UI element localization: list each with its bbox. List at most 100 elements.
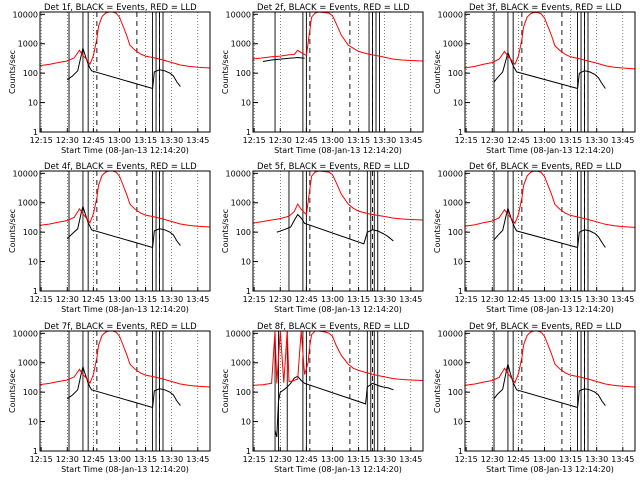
x-tick-label: 12:15	[243, 136, 266, 145]
series-line-lld	[464, 330, 636, 388]
y-tick-label: 100	[23, 388, 38, 397]
y-tick-label: 10000	[13, 10, 38, 19]
x-tick-label: 12:30	[269, 136, 292, 145]
detector-plot-1: 1 10 100 1000 10000 12:15 12:30 12:45 13:00 13:15…	[8, 3, 211, 155]
y-tick-label: 1000	[443, 199, 463, 208]
x-tick-label: 13:15	[559, 455, 582, 464]
y-tick-label: 10000	[13, 329, 38, 338]
x-tick-label: 13:30	[585, 136, 608, 145]
y-tick-label: 10	[241, 99, 251, 108]
x-tick-label: 13:15	[347, 455, 370, 464]
y-tick-label: 10000	[226, 10, 251, 19]
plot-title: Det 8f, BLACK = Events, RED = LLD	[257, 322, 410, 332]
y-tick-label: 1	[246, 447, 251, 456]
detector-plot-6: 1 10 100 1000 10000 12:15 12:30 12:45 13:00 13:15…	[433, 162, 636, 314]
x-tick-label: 13:15	[347, 295, 370, 304]
y-tick-label: 1	[458, 447, 463, 456]
x-tick-label: 13:45	[399, 455, 422, 464]
x-tick-label: 12:45	[82, 136, 105, 145]
y-tick-label: 10000	[438, 10, 463, 19]
x-tick-label: 13:30	[373, 455, 396, 464]
y-tick-label: 1000	[18, 359, 38, 368]
series-line-events	[66, 204, 181, 249]
y-axis-label: Counts/sec	[8, 209, 17, 253]
y-tick-label: 1	[246, 287, 251, 296]
y-tick-label: 1000	[231, 199, 251, 208]
y-tick-label: 100	[23, 69, 38, 78]
detector-plot-9: 1 10 100 1000 10000 12:15 12:30 12:45 13:00 13:15…	[433, 322, 636, 474]
y-axis-label: Counts/sec	[433, 369, 442, 413]
y-tick-label: 100	[448, 228, 463, 237]
x-axis-label: Start Time (08-Jan-13 12:14:20)	[274, 146, 402, 155]
x-tick-label: 13:45	[186, 136, 209, 145]
y-tick-label: 1	[33, 128, 38, 137]
plot-title: Det 5f, BLACK = Events, RED = LLD	[257, 162, 410, 172]
x-axis-label: Start Time (08-Jan-13 12:14:20)	[274, 305, 402, 314]
x-tick-label: 13:00	[108, 136, 131, 145]
x-tick-label: 12:30	[269, 455, 292, 464]
plot-frame	[252, 170, 424, 292]
y-tick-label: 100	[23, 228, 38, 237]
y-tick-label: 10	[453, 99, 463, 108]
y-tick-label: 10000	[438, 169, 463, 178]
x-tick-label: 12:30	[269, 295, 292, 304]
x-tick-label: 13:30	[160, 455, 183, 464]
y-tick-label: 1	[33, 447, 38, 456]
x-tick-label: 12:15	[455, 136, 478, 145]
plot-frame	[464, 11, 636, 133]
y-tick-label: 1000	[18, 199, 38, 208]
x-tick-label: 13:15	[347, 136, 370, 145]
y-tick-label: 1000	[231, 359, 251, 368]
x-tick-label: 13:45	[186, 295, 209, 304]
series-line-lld	[252, 330, 424, 386]
series-line-events	[493, 206, 606, 249]
y-tick-label: 10	[241, 418, 251, 427]
y-tick-label: 10	[28, 258, 38, 267]
series-line-events	[274, 375, 394, 438]
plot-title: Det 2f, BLACK = Events, RED = LLD	[257, 3, 410, 13]
plot-title: Det 7f, BLACK = Events, RED = LLD	[44, 322, 197, 332]
y-tick-label: 10	[28, 418, 38, 427]
series-line-events	[493, 363, 606, 409]
x-tick-label: 13:00	[321, 295, 344, 304]
series-line-lld	[252, 11, 424, 62]
x-tick-label: 12:30	[56, 455, 79, 464]
x-tick-label: 12:15	[243, 295, 266, 304]
x-tick-label: 12:30	[481, 136, 504, 145]
plot-title: Det 6f, BLACK = Events, RED = LLD	[469, 162, 622, 172]
x-axis-label: Start Time (08-Jan-13 12:14:20)	[486, 465, 614, 474]
y-tick-label: 10	[453, 418, 463, 427]
x-tick-label: 12:45	[507, 295, 530, 304]
x-tick-label: 13:30	[160, 136, 183, 145]
x-tick-label: 13:45	[611, 136, 634, 145]
x-tick-label: 12:30	[56, 295, 79, 304]
x-tick-label: 12:15	[455, 295, 478, 304]
x-tick-label: 13:30	[585, 455, 608, 464]
x-tick-label: 13:45	[611, 455, 634, 464]
x-tick-label: 13:45	[399, 136, 422, 145]
y-tick-label: 1	[458, 128, 463, 137]
x-tick-label: 13:00	[108, 455, 131, 464]
x-tick-label: 12:15	[30, 295, 53, 304]
y-axis-label: Counts/sec	[8, 50, 17, 94]
y-axis-label: Counts/sec	[433, 50, 442, 94]
plot-frame	[464, 170, 636, 292]
y-tick-label: 1000	[443, 40, 463, 49]
series-line-lld	[252, 170, 424, 224]
x-axis-label: Start Time (08-Jan-13 12:14:20)	[486, 305, 614, 314]
x-tick-label: 13:15	[559, 295, 582, 304]
x-axis-label: Start Time (08-Jan-13 12:14:20)	[274, 465, 402, 474]
series-line-lld	[39, 330, 211, 388]
x-tick-label: 13:45	[399, 295, 422, 304]
x-tick-label: 12:30	[56, 136, 79, 145]
x-axis-label: Start Time (08-Jan-13 12:14:20)	[61, 305, 189, 314]
x-tick-label: 12:30	[481, 295, 504, 304]
series-line-events	[262, 56, 305, 62]
y-tick-label: 10000	[13, 169, 38, 178]
y-tick-label: 100	[236, 69, 251, 78]
y-tick-label: 1000	[231, 40, 251, 49]
y-tick-label: 100	[448, 69, 463, 78]
x-tick-label: 12:45	[507, 136, 530, 145]
x-tick-label: 12:15	[243, 455, 266, 464]
